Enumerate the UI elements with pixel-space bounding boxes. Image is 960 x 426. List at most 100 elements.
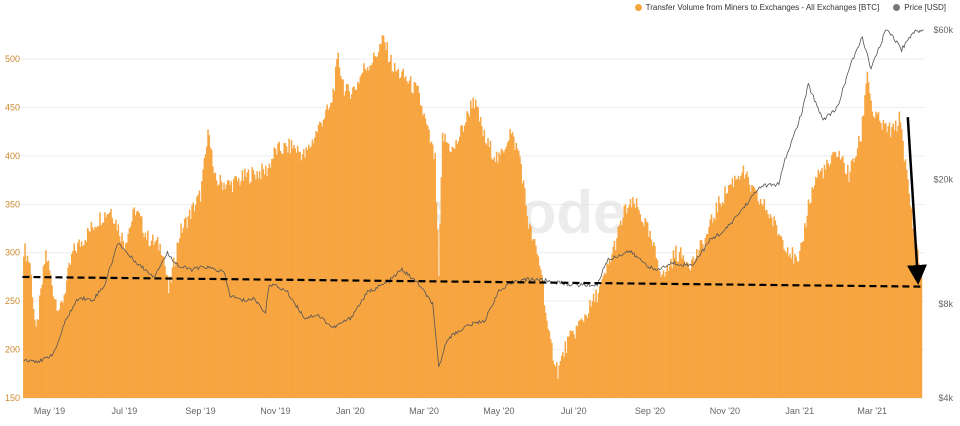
downtrend-arrow xyxy=(906,117,927,285)
volume-bar xyxy=(250,181,252,398)
volume-bar xyxy=(645,221,648,398)
volume-bar xyxy=(795,256,797,398)
volume-bar xyxy=(260,179,262,398)
volume-bar xyxy=(892,123,894,398)
x-tick-label: Sep '19 xyxy=(185,406,215,416)
volume-bar xyxy=(586,318,589,398)
volume-bar xyxy=(560,355,563,398)
volume-bar xyxy=(859,141,861,398)
volume-bar xyxy=(580,318,583,398)
volume-bar xyxy=(347,84,349,399)
volume-bar xyxy=(573,334,575,398)
legend-item-volume[interactable]: Transfer Volume from Miners to Exchanges… xyxy=(634,3,879,12)
legend-item-price[interactable]: Price [USD] xyxy=(893,3,946,12)
volume-bar xyxy=(161,256,164,398)
volume-bar xyxy=(124,243,127,398)
volume-bar xyxy=(46,262,48,398)
volume-bar xyxy=(131,221,133,398)
volume-bar xyxy=(272,158,274,398)
volume-bar xyxy=(689,270,692,398)
volume-bar xyxy=(752,186,754,398)
volume-bar xyxy=(251,167,253,398)
volume-bar xyxy=(815,176,817,398)
volume-bar xyxy=(729,184,731,398)
volume-bar xyxy=(235,176,238,398)
volume-bar xyxy=(713,217,715,398)
volume-bar xyxy=(64,292,67,398)
volume-bar xyxy=(67,267,69,398)
volume-bar xyxy=(148,246,150,398)
volume-bar xyxy=(533,239,536,398)
volume-bar xyxy=(540,269,542,398)
volume-bar xyxy=(234,176,236,398)
volume-bar xyxy=(617,227,619,398)
volume-bar xyxy=(634,207,637,398)
volume-bar xyxy=(306,150,309,398)
volume-bar xyxy=(535,245,537,398)
volume-bar xyxy=(835,157,838,398)
volume-bar xyxy=(902,140,904,398)
volume-bar xyxy=(32,308,35,398)
legend-dot-volume xyxy=(634,4,642,11)
volume-bar xyxy=(891,127,893,398)
volume-bar xyxy=(675,245,677,398)
volume-bar xyxy=(745,174,747,398)
volume-bar xyxy=(574,338,576,398)
volume-bar xyxy=(600,283,602,398)
volume-bar xyxy=(605,274,607,398)
volume-bar xyxy=(163,256,165,398)
volume-bar xyxy=(732,187,735,398)
volume-bar xyxy=(400,77,402,398)
volume-bar xyxy=(635,198,638,398)
volume-bar xyxy=(660,277,662,398)
volume-bar xyxy=(204,154,207,398)
volume-bar xyxy=(524,188,526,398)
volume-bar xyxy=(128,228,131,398)
volume-bar xyxy=(758,204,761,398)
volume-bar xyxy=(692,256,694,398)
volume-bar xyxy=(905,169,908,398)
volume-bar xyxy=(844,173,847,398)
volume-bar xyxy=(736,178,739,398)
volume-bar xyxy=(172,257,175,398)
volume-bar xyxy=(101,223,104,398)
volume-bar xyxy=(581,320,584,398)
volume-bar xyxy=(282,153,284,398)
volume-bar xyxy=(917,249,919,398)
volume-bar xyxy=(443,141,445,398)
volume-bar xyxy=(869,93,871,398)
volume-bar xyxy=(661,274,664,398)
volume-bar xyxy=(490,158,493,398)
x-tick-label: Jul '20 xyxy=(561,406,587,416)
volume-bar xyxy=(898,111,901,398)
volume-bar xyxy=(881,129,883,398)
volume-bar xyxy=(107,214,110,398)
volume-bar xyxy=(536,254,538,398)
volume-bar xyxy=(703,251,705,398)
volume-bar xyxy=(155,240,158,398)
volume-bar xyxy=(78,239,80,398)
volume-bar xyxy=(655,257,657,398)
volume-bar xyxy=(618,225,621,398)
volume-bar xyxy=(56,310,58,398)
volume-bar xyxy=(271,158,273,398)
volume-bar xyxy=(583,322,585,398)
volume-bar xyxy=(181,232,184,398)
volume-bar xyxy=(196,196,198,398)
volume-bar xyxy=(69,264,72,398)
volume-bar xyxy=(767,214,769,398)
volume-bar xyxy=(449,151,451,398)
volume-bar xyxy=(817,169,820,398)
volume-bar xyxy=(880,123,882,399)
volume-bar xyxy=(288,138,290,399)
volume-bar xyxy=(506,142,509,398)
volume-bar xyxy=(554,366,557,398)
volume-bar xyxy=(258,171,261,398)
volume-bar xyxy=(828,166,831,398)
volume-bar xyxy=(113,223,116,398)
volume-bar xyxy=(538,265,541,398)
volume-bar xyxy=(862,115,865,399)
volume-bar xyxy=(637,207,639,398)
volume-bar xyxy=(662,270,665,398)
volume-bar xyxy=(412,93,414,399)
